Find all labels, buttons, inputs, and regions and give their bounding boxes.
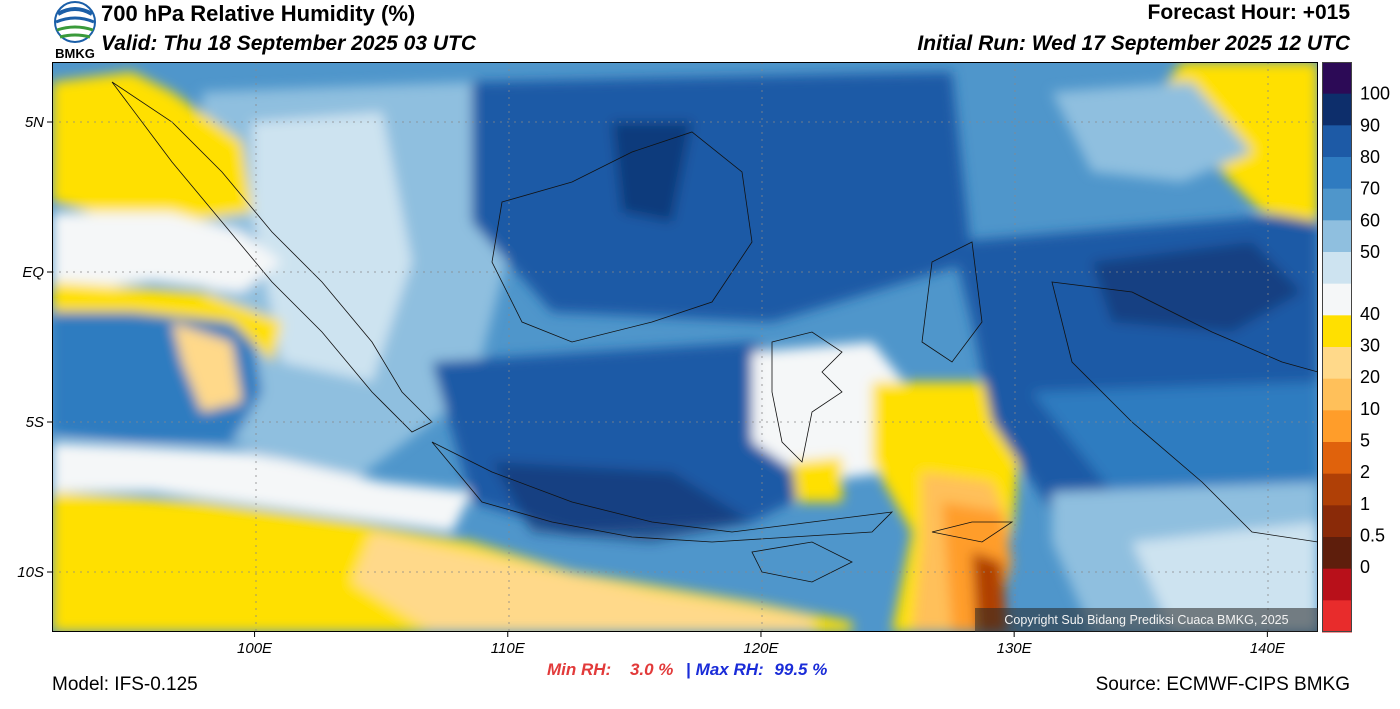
colorbar-label: 1 [1360, 494, 1370, 514]
colorbar-swatch [1322, 473, 1352, 506]
min-rh-value: 3.0 % [629, 660, 674, 679]
humidity-map [52, 62, 1318, 632]
lat-label: 10S [17, 564, 44, 581]
colorbar-label: 30 [1360, 335, 1380, 355]
bmkg-logo: BMKG [50, 0, 100, 62]
colorbar-frame [1322, 62, 1352, 632]
colorbar-label: 2 [1360, 462, 1370, 482]
forecast-hour: Forecast Hour: +015 [1147, 1, 1351, 24]
max-rh-value: 99.5 % [774, 660, 828, 679]
colorbar-swatch [1322, 442, 1352, 475]
lon-label: 110E [491, 640, 526, 657]
colorbar-swatch [1322, 600, 1352, 633]
colorbar-swatch [1322, 93, 1352, 126]
lat-label: 5N [25, 114, 44, 131]
colorbar-swatch [1322, 252, 1352, 285]
colorbar-label: 0 [1360, 557, 1370, 577]
lon-label: 130E [997, 640, 1033, 657]
colorbar-swatch [1322, 537, 1352, 570]
colorbar-swatch [1322, 220, 1352, 253]
colorbar-swatch [1322, 568, 1352, 601]
colorbar-swatch [1322, 188, 1352, 221]
colorbar-swatch [1322, 410, 1352, 443]
colorbar-swatch [1322, 505, 1352, 538]
colorbar-label: 70 [1360, 179, 1380, 199]
colorbar-label: 0.5 [1360, 525, 1385, 545]
lat-label: EQ [22, 264, 44, 281]
colorbar-label: 60 [1360, 210, 1380, 230]
colorbar-label: 90 [1360, 115, 1380, 135]
stats-separator: | [686, 660, 691, 679]
colorbar-label: 20 [1360, 367, 1380, 387]
colorbar-swatch [1322, 157, 1352, 190]
lat-label: 5S [26, 414, 44, 431]
colorbar-label: 100 [1360, 84, 1390, 104]
rh-stats: Min RH: 3.0 % | Max RH: 99.5 % [547, 660, 827, 680]
source-label: Source: ECMWF-CIPS BMKG [1095, 674, 1350, 695]
max-rh-label: Max RH: [695, 660, 764, 679]
colorbar-label: 80 [1360, 147, 1380, 167]
valid-time: Valid: Thu 18 September 2025 03 UTC [101, 32, 477, 55]
model-label: Model: IFS-0.125 [52, 674, 198, 695]
colorbar: 100 90 80 70 60 50 40 30 20 10 5 2 1 0.5 0 [1322, 62, 1390, 633]
colorbar-label: 40 [1360, 304, 1380, 324]
colorbar-swatch [1322, 283, 1352, 316]
graticule [52, 62, 1318, 632]
lon-label: 120E [743, 640, 779, 657]
map-title: 700 hPa Relative Humidity (%) [101, 1, 416, 26]
colorbar-swatch [1322, 315, 1352, 348]
colorbar-swatch [1322, 347, 1352, 380]
copyright-notice: Copyright Sub Bidang Prediksi Cuaca BMKG… [975, 608, 1318, 632]
initial-run: Initial Run: Wed 17 September 2025 12 UT… [917, 32, 1350, 55]
colorbar-label: 50 [1360, 242, 1380, 262]
svg-text:BMKG: BMKG [55, 46, 95, 61]
min-rh-label: Min RH: [547, 660, 612, 679]
colorbar-swatch [1322, 125, 1352, 158]
lon-label: 100E [237, 640, 273, 657]
colorbar-swatch [1322, 62, 1352, 95]
colorbar-label: 5 [1360, 430, 1370, 450]
colorbar-swatch [1322, 378, 1352, 411]
colorbar-label: 10 [1360, 399, 1380, 419]
lon-label: 140E [1250, 640, 1286, 657]
